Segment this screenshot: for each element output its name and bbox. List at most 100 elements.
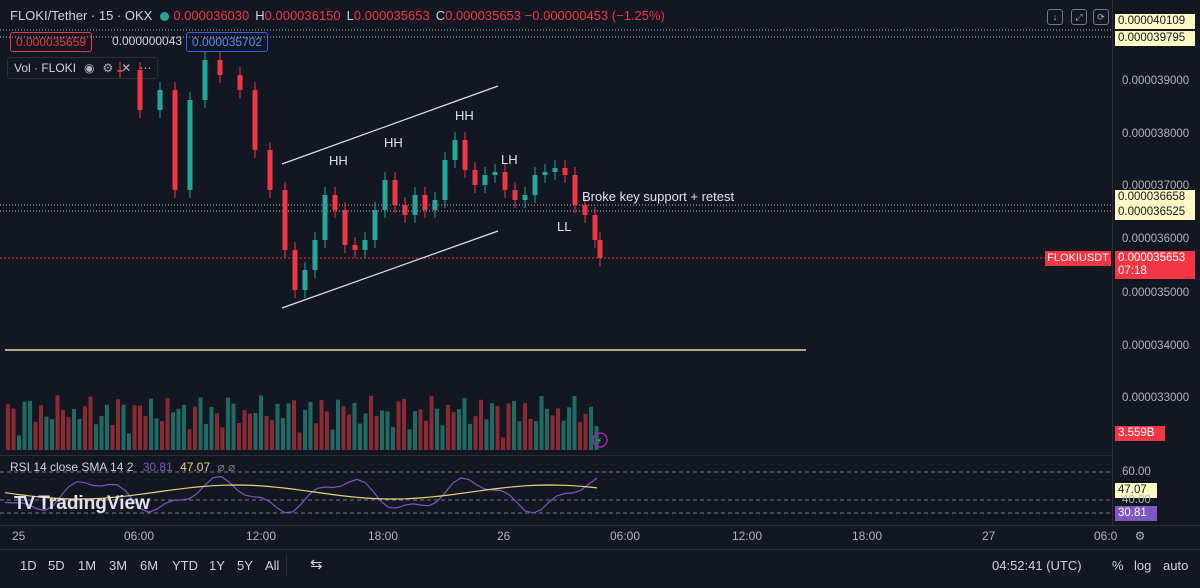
annotation-hh-1[interactable]: HH	[329, 153, 348, 168]
range-ytd[interactable]: YTD	[172, 558, 198, 573]
volume-bar	[528, 418, 533, 450]
volume-bar	[28, 400, 32, 450]
price-tick: 0.000035000	[1122, 287, 1190, 299]
tradingview-logo[interactable]: TV TradingView	[14, 493, 150, 515]
price-chart[interactable]: ⚡	[0, 0, 1112, 525]
candle-body	[237, 75, 243, 90]
price-tag-top-2: 0.000039795	[1115, 31, 1195, 46]
annotation-lh[interactable]: LH	[501, 152, 518, 167]
candle-body	[342, 210, 348, 245]
rsi-line	[4, 475, 598, 514]
volume-bar	[424, 420, 428, 450]
volume-bar	[44, 416, 49, 450]
lightning-icon[interactable]	[592, 432, 608, 448]
volume-bar	[259, 395, 263, 450]
volume-bar	[270, 420, 274, 450]
time-label: 12:00	[732, 529, 763, 543]
close-icon[interactable]: ✕	[121, 61, 132, 75]
scroll-down-icon[interactable]: ↓	[1047, 9, 1063, 25]
volume-bar	[154, 418, 159, 450]
annotation-note[interactable]: Broke key support + retest	[582, 189, 735, 204]
toolbar-divider	[286, 555, 287, 577]
volume-bar	[319, 399, 324, 450]
candle-body	[157, 90, 163, 110]
candle-body	[202, 60, 208, 100]
volume-bar	[215, 413, 219, 450]
candle-body	[562, 168, 568, 175]
percent-toggle[interactable]: %	[1112, 558, 1124, 573]
open-value: 0.000036030	[173, 8, 250, 23]
volume-bar	[490, 403, 494, 450]
volume-bar	[127, 433, 131, 450]
volume-bar	[314, 423, 318, 450]
candle-body	[502, 172, 508, 190]
volume-bar	[275, 403, 280, 450]
symbol-title[interactable]: FLOKI/Tether · 15 · OKX	[10, 8, 153, 23]
volume-legend[interactable]: Vol · FLOKI ◉ ⚙ ✕ ⋯	[7, 57, 159, 79]
volume-bar	[187, 429, 192, 450]
rsi-tick-40: 40.00	[1122, 494, 1151, 506]
volume-bar	[121, 404, 126, 450]
time-label: 06:00	[124, 529, 155, 543]
price-tick: 0.000037000	[1122, 180, 1190, 192]
low-value: 0.000035653	[353, 8, 430, 23]
volume-bar	[55, 395, 60, 450]
volume-bar	[440, 425, 445, 450]
gear-icon[interactable]: ⚙	[102, 61, 114, 75]
volume-bar	[352, 402, 357, 450]
log-toggle[interactable]: log	[1134, 558, 1152, 573]
rsi-tick-60: 60.00	[1122, 466, 1151, 478]
auto-toggle[interactable]: auto	[1163, 558, 1189, 573]
volume-bar	[572, 395, 577, 450]
candle-body	[322, 195, 328, 240]
volume-bar	[116, 399, 120, 450]
volume-bar	[407, 429, 412, 450]
close-label: C	[435, 8, 446, 23]
candle-body	[572, 175, 578, 205]
clock-display[interactable]: 04:52:41 (UTC)	[992, 558, 1082, 573]
price-axis[interactable]	[1112, 0, 1200, 525]
time-axis[interactable]	[0, 525, 1200, 548]
volume-bar	[534, 421, 538, 450]
chart-settings-icon[interactable]: ⚙	[1134, 529, 1146, 543]
market-status-icon	[160, 12, 170, 22]
candle-body	[267, 150, 273, 190]
volume-bar	[446, 404, 450, 450]
buy-price-button[interactable]: 0.000035702	[186, 32, 269, 52]
annotation-hh-3[interactable]: HH	[455, 108, 474, 123]
time-label: 18:00	[368, 529, 399, 543]
rsi-pane[interactable]	[0, 455, 1112, 526]
volume-bar	[72, 409, 76, 450]
volume-bar	[193, 406, 197, 450]
eye-icon[interactable]: ◉	[84, 61, 95, 75]
volume-bar	[143, 415, 148, 450]
range-1y[interactable]: 1Y	[209, 558, 225, 573]
annotation-hh-2[interactable]: HH	[384, 135, 403, 150]
candle-body	[352, 245, 358, 250]
range-5d[interactable]: 5D	[48, 558, 65, 573]
volume-bar	[264, 416, 269, 450]
range-6m[interactable]: 6M	[140, 558, 159, 573]
candle-body	[412, 195, 418, 215]
range-1m[interactable]: 1M	[78, 558, 97, 573]
fullscreen-icon[interactable]: ⤢	[1071, 9, 1087, 25]
reset-icon[interactable]: ⟳	[1093, 9, 1109, 25]
date-range-icon[interactable]: ⇆	[310, 556, 323, 573]
range-5y[interactable]: 5Y	[237, 558, 253, 573]
rsi-legend[interactable]: RSI 14 close SMA 14 2 30.81 47.07 ⌀ ⌀	[10, 460, 235, 474]
channel-upper-line[interactable]	[281, 85, 499, 165]
volume-bar	[231, 403, 236, 450]
range-3m[interactable]: 3M	[109, 558, 128, 573]
sell-price-button[interactable]: 0.000035659	[10, 32, 93, 52]
annotation-ll[interactable]: LL	[557, 219, 572, 234]
volume-bar	[347, 414, 351, 450]
price-tick: 0.000039000	[1122, 75, 1190, 87]
volume-bar	[418, 409, 423, 450]
volume-bar	[286, 403, 291, 450]
high-label: H	[255, 8, 265, 23]
range-all[interactable]: All	[265, 558, 280, 573]
range-1d[interactable]: 1D	[20, 558, 37, 573]
channel-lower-line[interactable]	[281, 230, 499, 309]
volume-bar	[308, 401, 313, 450]
candle-body	[332, 195, 338, 210]
